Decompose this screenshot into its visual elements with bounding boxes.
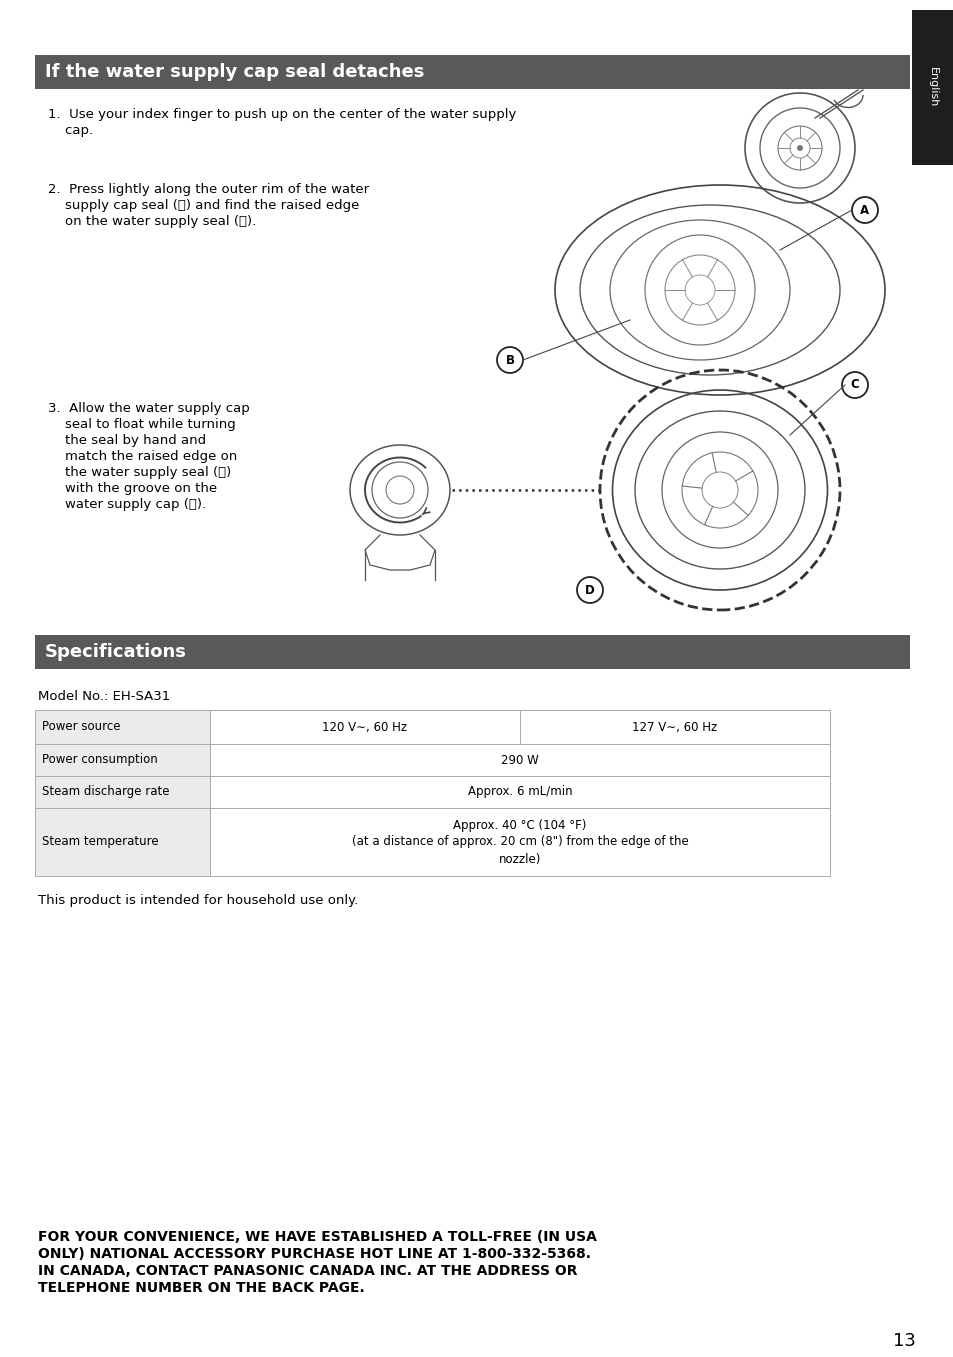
Text: Power source: Power source — [42, 721, 120, 734]
Text: 2.  Press lightly along the outer rim of the water: 2. Press lightly along the outer rim of … — [48, 183, 369, 195]
Bar — [210, 710, 519, 744]
Text: Approx. 6 mL/min: Approx. 6 mL/min — [467, 786, 572, 798]
Bar — [35, 710, 210, 744]
Bar — [519, 710, 829, 744]
Text: IN CANADA, CONTACT PANASONIC CANADA INC. AT THE ADDRESS OR: IN CANADA, CONTACT PANASONIC CANADA INC.… — [38, 1263, 577, 1278]
Text: match the raised edge on: match the raised edge on — [48, 451, 237, 463]
Text: FOR YOUR CONVENIENCE, WE HAVE ESTABLISHED A TOLL-FREE (IN USA: FOR YOUR CONVENIENCE, WE HAVE ESTABLISHE… — [38, 1229, 597, 1244]
Text: 127 V∼, 60 Hz: 127 V∼, 60 Hz — [632, 721, 717, 734]
Text: 120 V∼, 60 Hz: 120 V∼, 60 Hz — [322, 721, 407, 734]
Text: Approx. 40 °C (104 °F)
(at a distance of approx. 20 cm (8") from the edge of the: Approx. 40 °C (104 °F) (at a distance of… — [352, 818, 688, 866]
Text: If the water supply cap seal detaches: If the water supply cap seal detaches — [45, 62, 424, 81]
Text: on the water supply seal (Ⓑ).: on the water supply seal (Ⓑ). — [48, 214, 256, 228]
Text: 3.  Allow the water supply cap: 3. Allow the water supply cap — [48, 402, 250, 415]
Bar — [35, 776, 210, 807]
Bar — [35, 807, 210, 877]
Bar — [911, 9, 953, 166]
Bar — [35, 635, 909, 669]
Bar — [35, 56, 909, 90]
Bar — [210, 807, 829, 877]
Text: 13: 13 — [892, 1333, 915, 1350]
Bar — [210, 776, 829, 807]
Text: seal to float while turning: seal to float while turning — [48, 418, 235, 432]
Text: Power consumption: Power consumption — [42, 753, 157, 767]
Text: Model No.: EH-SA31: Model No.: EH-SA31 — [38, 689, 170, 703]
Text: B: B — [505, 354, 514, 366]
Text: with the groove on the: with the groove on the — [48, 482, 217, 495]
Text: Steam discharge rate: Steam discharge rate — [42, 786, 170, 798]
Text: water supply cap (Ⓒ).: water supply cap (Ⓒ). — [48, 498, 206, 512]
Text: A: A — [860, 204, 868, 217]
Text: Steam temperature: Steam temperature — [42, 836, 158, 848]
Text: English: English — [927, 68, 937, 107]
Text: 1.  Use your index finger to push up on the center of the water supply: 1. Use your index finger to push up on t… — [48, 109, 516, 121]
Text: ONLY) NATIONAL ACCESSORY PURCHASE HOT LINE AT 1-800-332-5368.: ONLY) NATIONAL ACCESSORY PURCHASE HOT LI… — [38, 1247, 590, 1261]
Text: This product is intended for household use only.: This product is intended for household u… — [38, 894, 358, 906]
Text: Specifications: Specifications — [45, 643, 187, 661]
Circle shape — [796, 145, 802, 151]
Text: D: D — [584, 584, 595, 597]
Text: C: C — [850, 379, 859, 392]
Text: the seal by hand and: the seal by hand and — [48, 434, 206, 446]
Text: the water supply seal (ⓓ): the water supply seal (ⓓ) — [48, 465, 231, 479]
Text: cap.: cap. — [48, 123, 93, 137]
Text: supply cap seal (Ⓐ) and find the raised edge: supply cap seal (Ⓐ) and find the raised … — [48, 199, 359, 212]
Bar — [210, 744, 829, 776]
Text: 290 W: 290 W — [500, 753, 538, 767]
Text: TELEPHONE NUMBER ON THE BACK PAGE.: TELEPHONE NUMBER ON THE BACK PAGE. — [38, 1281, 364, 1295]
Bar — [35, 744, 210, 776]
